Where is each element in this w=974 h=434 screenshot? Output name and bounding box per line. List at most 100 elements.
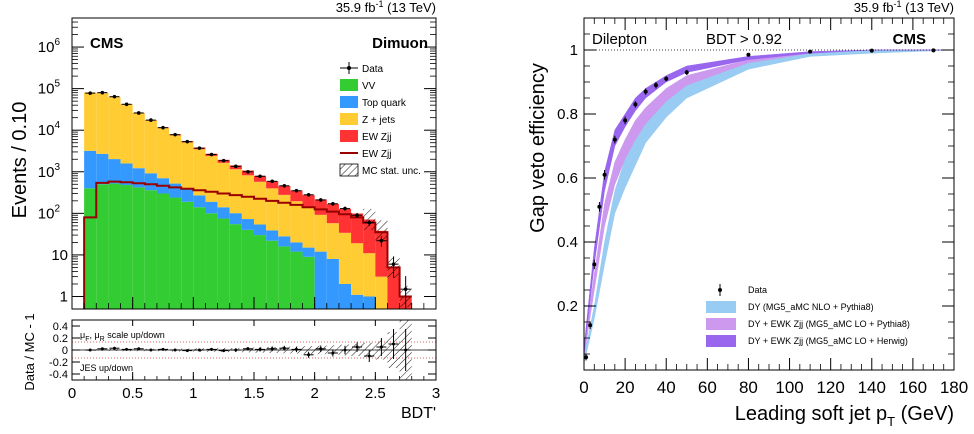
- stack-bar-vv: [156, 193, 170, 309]
- stack-bar-ew-zjj: [278, 185, 291, 195]
- stack-bar-vv: [290, 251, 303, 309]
- stack-bar-top-quark: [278, 236, 291, 247]
- ratio-points: [85, 329, 411, 371]
- x-tick-label: 1: [189, 385, 197, 402]
- data-point: [653, 82, 658, 89]
- stack-bar-z-jets: [266, 188, 279, 231]
- stack-bar-ew-zjj: [266, 181, 279, 189]
- y-tick-label: 1: [60, 288, 68, 305]
- stack-bar-top-quark: [217, 207, 230, 219]
- mc-stat-uncertainty-hatch: [363, 208, 412, 308]
- stack-bar-z-jets: [156, 128, 170, 179]
- mc-stat-unc-bin: [363, 208, 376, 231]
- y-tick-label: 105: [38, 79, 61, 98]
- x-tick-label: 20: [616, 378, 635, 397]
- x-axis-title: BDT': [401, 405, 436, 422]
- data-point: [267, 179, 278, 184]
- x-axis-ticks: 0 0.5 1 1.5 2 2.5 3: [68, 297, 440, 402]
- data-point: [206, 152, 217, 157]
- data-point: [664, 76, 669, 82]
- stack-bar-z-jets: [84, 92, 97, 151]
- stack-bar-z-jets: [338, 232, 352, 284]
- stack-bar-vv: [229, 224, 242, 309]
- stack-bar-z-jets: [96, 93, 109, 154]
- stack-bar-top-quark: [205, 201, 218, 214]
- ratio-point: [291, 346, 302, 353]
- stack-bar-z-jets: [169, 135, 182, 184]
- y-axis-ticks: 1 10 102 103 104 105 106: [38, 17, 436, 305]
- stack-bar-top-quark: [108, 159, 121, 184]
- ratio-point: [194, 348, 205, 352]
- legend-entry: VV: [340, 79, 376, 92]
- legend-entry: DY + EWK Zjj (MG5_aMC LO + Pythia8): [706, 318, 910, 330]
- legend-label: EW Zjj: [362, 149, 391, 160]
- stack-bar-z-jets: [205, 156, 218, 202]
- stack-bar-z-jets: [120, 104, 133, 164]
- stack-bar-top-quark: [96, 153, 109, 185]
- y-tick-label: 0.8: [557, 106, 578, 123]
- cms-label: CMS: [90, 35, 123, 52]
- y-axis-title: Gap veto efficiency: [527, 63, 549, 233]
- ratio-point: [376, 338, 387, 356]
- stack-bar-ew-zjj: [302, 195, 315, 208]
- legend-entry: Data: [340, 62, 384, 75]
- data-point: [643, 88, 648, 95]
- ratio-point: [279, 345, 290, 351]
- legend-entry: MC stat. unc.: [339, 163, 421, 177]
- stack-bar-vv: [96, 184, 109, 309]
- legend-label: EW Zjj: [362, 132, 391, 143]
- y-tick-label: 0.2: [557, 298, 578, 315]
- stack-bar-z-jets: [193, 149, 206, 196]
- data-point: [303, 192, 314, 197]
- stack-bar-ew-zjj: [254, 175, 267, 182]
- stack-bar-top-quark: [254, 224, 267, 236]
- data-point: [808, 49, 813, 54]
- data-point: [588, 321, 593, 330]
- x-axis-title: Leading soft jet pT (GeV): [735, 403, 954, 429]
- data-point: [279, 183, 290, 188]
- data-point: [255, 174, 266, 179]
- stack-bar-vv: [120, 185, 133, 309]
- efficiency-band-dy-ewk-zjj-mg5-amc-lo-herwig-: [583, 49, 954, 355]
- stack-bar-top-quark: [132, 168, 145, 188]
- x-tick-label: 60: [698, 378, 717, 397]
- cms-label: CMS: [893, 31, 926, 48]
- legend-label: Z + jets: [362, 115, 395, 126]
- stack-bar-vv: [193, 207, 206, 309]
- stack-bar-top-quark: [193, 195, 206, 208]
- ratio-point: [97, 347, 108, 351]
- legend: Data VV Top quark Z + jets EW Zjj EW Zjj MC st…: [339, 62, 421, 177]
- y-tick-label: 103: [38, 162, 61, 181]
- stack-bar-vv: [302, 256, 315, 309]
- ratio-point: [109, 346, 120, 350]
- mc-stat-unc-bin: [375, 220, 388, 242]
- stack-bar-ew-zjj: [314, 199, 327, 215]
- stack-bar-ew-zjj: [375, 230, 388, 277]
- data-point: [340, 206, 350, 211]
- ratio-y-ticks: -0.4-0.200.20.4: [49, 321, 436, 381]
- lumi-label: 35.9 fb-1 (13 TeV): [336, 0, 436, 15]
- legend-label: VV: [362, 81, 376, 92]
- data-point: [109, 94, 120, 99]
- stack-bar-z-jets: [302, 207, 315, 248]
- ratio-point: [340, 345, 350, 355]
- ratio-point: [242, 347, 253, 351]
- data-point: [315, 198, 326, 202]
- ratio-point: [85, 348, 96, 352]
- x-axis-ticks: 0 20 40 60 80 100 120 140 160 180: [579, 18, 968, 397]
- stack-bar-z-jets: [108, 97, 121, 160]
- data-point: [218, 158, 229, 163]
- stack-bar-top-quark: [144, 173, 157, 191]
- data-point: [931, 48, 936, 53]
- data-point: [85, 91, 96, 95]
- ratio-point: [255, 347, 266, 352]
- stack-bar-vv: [181, 201, 194, 309]
- legend-label: MC stat. unc.: [362, 166, 421, 177]
- efficiency-bands: [583, 49, 955, 364]
- legend-label: Data: [362, 64, 384, 75]
- ratio-y-tick-label: -0.4: [49, 369, 68, 381]
- stack-bar-vv: [278, 246, 291, 309]
- y-tick-label: 0.6: [557, 170, 578, 187]
- ratio-point: [364, 350, 375, 362]
